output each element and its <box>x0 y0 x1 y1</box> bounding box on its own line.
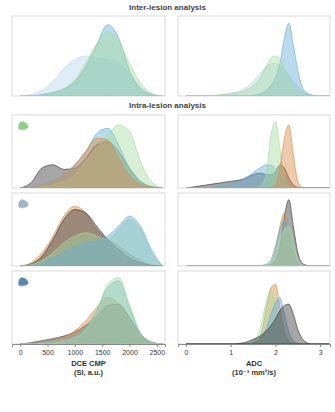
panel <box>178 271 330 344</box>
density-area <box>186 213 329 266</box>
density-area <box>186 284 329 344</box>
tick-mark <box>186 344 187 347</box>
tick: 1000 <box>68 344 84 356</box>
axis-line <box>179 345 331 348</box>
density-area <box>186 23 329 96</box>
x-axis: 0 1 2 3 <box>179 344 331 356</box>
tick: 1500 <box>95 344 111 356</box>
figure: Inter-lesion analysis Intra-lesion analys… <box>0 0 335 412</box>
density-area <box>186 56 329 96</box>
density-area <box>186 220 329 266</box>
density-area <box>20 216 162 266</box>
panel <box>12 193 165 266</box>
density-area <box>186 226 329 266</box>
lesion-icon <box>18 199 29 208</box>
density-area <box>20 206 162 266</box>
density-area <box>186 291 329 344</box>
axis-title: (SI, a.u.) <box>74 368 104 377</box>
tick-label: 1500 <box>95 349 111 356</box>
marks <box>20 278 162 344</box>
density-area <box>186 165 329 188</box>
plot-frame <box>178 193 330 266</box>
axis-title: ADC <box>246 359 263 368</box>
section-title: Inter-lesion analysis <box>129 3 206 12</box>
density-area <box>186 165 329 188</box>
panel <box>178 16 330 96</box>
tick-mark <box>129 344 130 347</box>
plot-frame <box>12 271 165 344</box>
tick: 2 <box>274 344 278 356</box>
tick-mark <box>320 344 321 347</box>
density-area <box>186 122 329 188</box>
density-area <box>20 25 162 96</box>
density-area <box>186 200 329 266</box>
tick-label: 1 <box>229 349 233 356</box>
marks <box>20 125 162 188</box>
density-area <box>186 298 329 344</box>
density-area <box>20 125 162 188</box>
tick-mark <box>231 344 232 347</box>
marks <box>186 200 329 266</box>
plot-frame <box>178 271 330 344</box>
tick-label: 0 <box>185 349 189 356</box>
marks <box>20 206 162 266</box>
plot-frame <box>178 16 330 96</box>
tick-label: 1000 <box>68 349 84 356</box>
panel <box>12 16 165 96</box>
tick-label: 2000 <box>122 349 138 356</box>
tick: 2000 <box>122 344 138 356</box>
tick: 3 <box>319 344 323 356</box>
tick-label: 0 <box>19 349 23 356</box>
density-area <box>186 125 329 188</box>
tick-mark <box>157 344 158 347</box>
marks <box>20 25 162 96</box>
tick-mark <box>102 344 103 347</box>
density-area <box>20 278 162 344</box>
plot-frame <box>12 16 165 96</box>
tick-label: 2500 <box>150 349 166 356</box>
tick-mark <box>20 344 21 347</box>
axis-title: (10⁻³ mm²/s) <box>232 368 276 377</box>
marks <box>186 122 329 188</box>
tick-label: 500 <box>42 349 54 356</box>
marks <box>186 284 329 344</box>
panel <box>178 115 330 188</box>
tick-label: 2 <box>274 349 278 356</box>
lesion-icon <box>18 121 29 130</box>
density-area <box>20 210 162 266</box>
x-axis: 0 500 1000 1500 2000 2500 <box>13 344 166 356</box>
tick-label: 3 <box>319 349 323 356</box>
axis-line <box>13 345 166 348</box>
tick: 1 <box>229 344 233 356</box>
plot-frame <box>178 115 330 188</box>
tick-mark <box>75 344 76 347</box>
density-area <box>20 138 162 188</box>
tick: 2500 <box>150 344 166 356</box>
marks <box>186 23 329 96</box>
density-area <box>20 32 162 96</box>
tick-mark <box>48 344 49 347</box>
tick: 0 <box>19 344 23 356</box>
axis-title: DCE CMP <box>71 359 106 368</box>
tick: 0 <box>185 344 189 356</box>
density-area <box>186 304 329 344</box>
tick-mark <box>275 344 276 347</box>
plot-frame <box>12 115 165 188</box>
section-title: Intra-lesion analysis <box>129 101 206 110</box>
panel <box>12 115 165 188</box>
tick: 500 <box>42 344 54 356</box>
plot-frame <box>12 193 165 266</box>
panel <box>178 193 330 266</box>
panel <box>12 271 165 344</box>
lesion-icon <box>18 277 29 286</box>
